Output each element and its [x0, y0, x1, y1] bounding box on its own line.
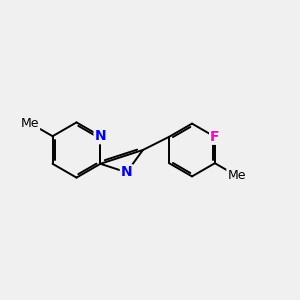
Text: Me: Me [21, 117, 39, 130]
Text: F: F [210, 130, 220, 144]
Text: N: N [94, 129, 106, 143]
Text: N: N [121, 165, 133, 179]
Text: Me: Me [227, 169, 246, 182]
